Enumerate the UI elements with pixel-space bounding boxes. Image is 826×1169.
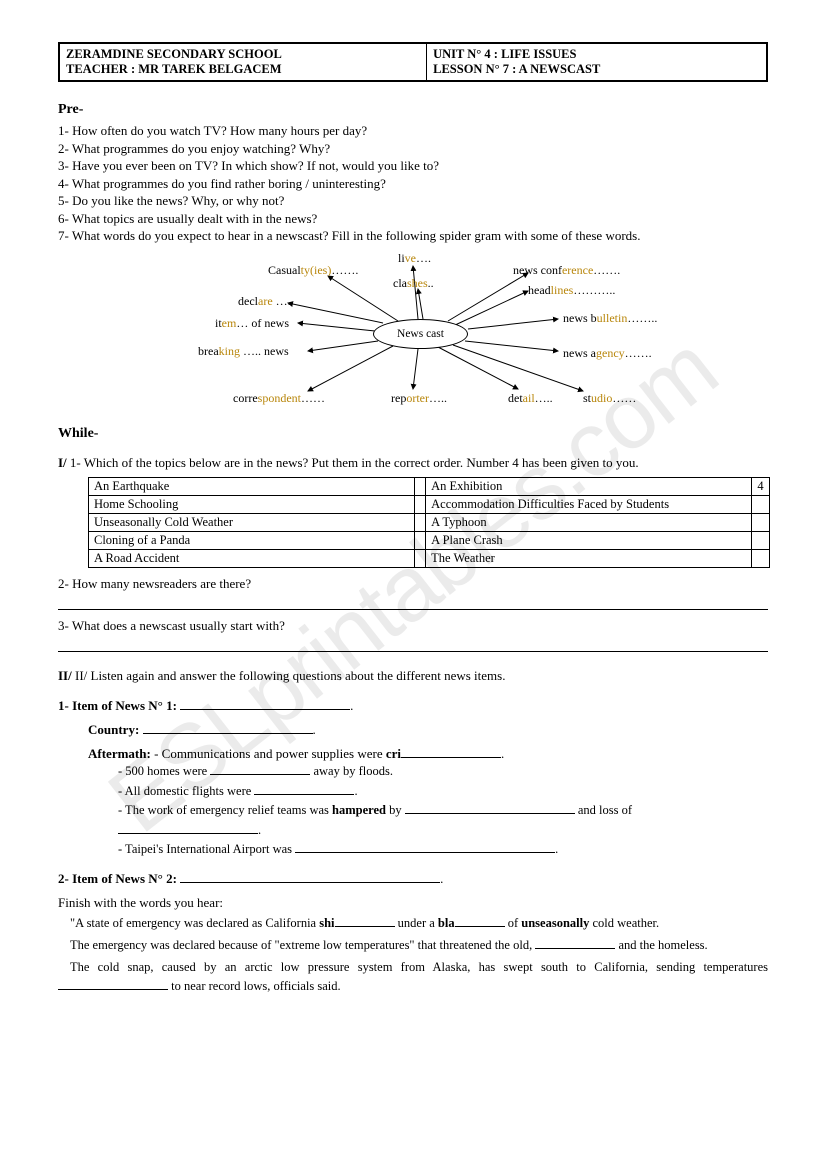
aftermath-l4: - The work of emergency relief teams was… bbox=[118, 801, 768, 820]
topic-cell: Cloning of a Panda bbox=[89, 532, 415, 550]
spider-term-11: reporter….. bbox=[391, 391, 447, 406]
while-q2: 2- How many newsreaders are there? bbox=[58, 576, 768, 592]
aftermath-l3: - All domestic flights were . bbox=[118, 782, 768, 801]
blank-l4b bbox=[118, 822, 258, 834]
topic-cell: Unseasonally Cold Weather bbox=[89, 514, 415, 532]
spider-term-3: news conference……. bbox=[513, 263, 620, 278]
item1-blank bbox=[180, 698, 350, 710]
lesson-label: LESSON N° 7 : A NEWSCAST bbox=[433, 62, 760, 77]
topic-num bbox=[415, 550, 426, 568]
item1-line1-bold: cri bbox=[386, 746, 401, 761]
blank-l4a bbox=[405, 802, 575, 814]
while-q3: 3- What does a newscast usually start wi… bbox=[58, 618, 768, 634]
header-right: UNIT N° 4 : LIFE ISSUES LESSON N° 7 : A … bbox=[427, 44, 766, 80]
topic-num bbox=[415, 496, 426, 514]
item2-para3: The cold snap, caused by an arctic low p… bbox=[58, 958, 768, 996]
item2-para1: "A state of emergency was declared as Ca… bbox=[58, 914, 768, 933]
while-part2-intro: II/ II/ Listen again and answer the foll… bbox=[58, 668, 768, 684]
topic-cell: Home Schooling bbox=[89, 496, 415, 514]
aftermath-l5: - Taipei's International Airport was . bbox=[118, 840, 768, 859]
item1-country-blank bbox=[143, 722, 313, 734]
item1-line1-pre: - Communications and power supplies were bbox=[154, 746, 386, 761]
topic-row: Unseasonally Cold Weather A Typhoon bbox=[89, 514, 770, 532]
pre-q7: 7- What words do you expect to hear in a… bbox=[58, 227, 768, 245]
spider-term-1: Casualty(ies)……. bbox=[268, 263, 358, 278]
topic-num bbox=[415, 514, 426, 532]
while-section-title: While- bbox=[58, 426, 768, 442]
pre-q3: 3- Have you ever been on TV? In which sh… bbox=[58, 157, 768, 175]
item1-country-line: Country: . bbox=[88, 722, 768, 738]
topic-num bbox=[752, 550, 769, 568]
spider-center: News cast bbox=[373, 319, 468, 349]
item2-blank bbox=[180, 871, 440, 883]
blank-temp bbox=[58, 978, 168, 990]
topic-cell: A Typhoon bbox=[426, 514, 752, 532]
topic-num bbox=[415, 478, 426, 496]
pre-q2: 2- What programmes do you enjoy watching… bbox=[58, 140, 768, 158]
spider-term-6: item… of news bbox=[215, 316, 289, 331]
spider-term-12: detail….. bbox=[508, 391, 553, 406]
topic-cell: An Exhibition bbox=[426, 478, 752, 496]
topic-cell: Accommodation Difficulties Faced by Stud… bbox=[426, 496, 752, 514]
school-name: ZERAMDINE SECONDARY SCHOOL bbox=[66, 47, 420, 62]
answer-line-q3 bbox=[58, 636, 768, 652]
topic-cell: A Plane Crash bbox=[426, 532, 752, 550]
spider-term-13: studio…… bbox=[583, 391, 636, 406]
item1-country-label: Country: bbox=[88, 722, 139, 737]
pre-q6: 6- What topics are usually dealt with in… bbox=[58, 210, 768, 228]
topic-cell: A Road Accident bbox=[89, 550, 415, 568]
spider-term-8: breaking ….. news bbox=[198, 344, 289, 359]
topic-row: Cloning of a Panda A Plane Crash bbox=[89, 532, 770, 550]
topics-table: An EarthquakeAn Exhibition4Home Schoolin… bbox=[88, 477, 770, 568]
item1-title-line: 1- Item of News N° 1: . bbox=[58, 698, 768, 714]
topic-cell: An Earthquake bbox=[89, 478, 415, 496]
unit-label: UNIT N° 4 : LIFE ISSUES bbox=[433, 47, 760, 62]
item1-title: 1- Item of News N° 1: bbox=[58, 698, 177, 713]
blank-shi bbox=[335, 915, 395, 927]
answer-line-q2 bbox=[58, 594, 768, 610]
header-left: ZERAMDINE SECONDARY SCHOOL TEACHER : MR … bbox=[60, 44, 427, 80]
teacher-name: TEACHER : MR TAREK BELGACEM bbox=[66, 62, 420, 77]
item1-aftermath-label: Aftermath: bbox=[88, 746, 151, 761]
part2-text: II/ Listen again and answer the followin… bbox=[75, 668, 505, 683]
while-part1-intro: I/ 1- Which of the topics below are in t… bbox=[58, 454, 768, 472]
blank-bla bbox=[455, 915, 505, 927]
spider-term-5: declare ….. bbox=[238, 294, 294, 309]
topic-num: 4 bbox=[752, 478, 769, 496]
header-box: ZERAMDINE SECONDARY SCHOOL TEACHER : MR … bbox=[58, 42, 768, 82]
item2-para2: The emergency was declared because of "e… bbox=[58, 936, 768, 955]
aftermath-l2: - 500 homes were away by floods. bbox=[118, 762, 768, 781]
aftermath-l4b: . bbox=[118, 821, 768, 840]
topic-cell: The Weather bbox=[426, 550, 752, 568]
pre-q4: 4- What programmes do you find rather bo… bbox=[58, 175, 768, 193]
blank-l3 bbox=[254, 783, 354, 795]
topic-num bbox=[752, 532, 769, 550]
spider-term-4: headlines……….. bbox=[528, 283, 615, 298]
spider-term-0: live…. bbox=[398, 251, 431, 266]
item2-title: 2- Item of News N° 2: bbox=[58, 871, 177, 886]
spider-diagram: News cast live…. Casualty(ies)……. clashes.… bbox=[133, 251, 693, 416]
topic-num bbox=[752, 496, 769, 514]
aftermath-block: - 500 homes were away by floods. - All d… bbox=[118, 762, 768, 859]
spider-term-7: news bulletin…….. bbox=[563, 311, 657, 326]
page-content: ZERAMDINE SECONDARY SCHOOL TEACHER : MR … bbox=[58, 42, 768, 995]
topic-row: A Road Accident The Weather bbox=[89, 550, 770, 568]
item1-line1-blank bbox=[401, 746, 501, 758]
pre-q1: 1- How often do you watch TV? How many h… bbox=[58, 122, 768, 140]
item1-aftermath-line: Aftermath: - Communications and power su… bbox=[88, 746, 768, 762]
item2-title-line: 2- Item of News N° 2: . bbox=[58, 871, 768, 887]
topic-num bbox=[752, 514, 769, 532]
topic-row: An Earthquake An Exhibition4 bbox=[89, 478, 770, 496]
topic-num bbox=[415, 532, 426, 550]
spider-term-2: clashes.. bbox=[393, 276, 434, 291]
item2-subtitle: Finish with the words you hear: bbox=[58, 895, 768, 911]
topic-row: Home Schooling Accommodation Difficulties… bbox=[89, 496, 770, 514]
blank-l2 bbox=[210, 763, 310, 775]
blank-l5 bbox=[295, 841, 555, 853]
pre-section-title: Pre- bbox=[58, 102, 768, 118]
pre-q5: 5- Do you like the news? Why, or why not… bbox=[58, 192, 768, 210]
spider-term-9: news agency……. bbox=[563, 346, 652, 361]
spider-term-10: correspondent…… bbox=[233, 391, 325, 406]
blank-old bbox=[535, 937, 615, 949]
